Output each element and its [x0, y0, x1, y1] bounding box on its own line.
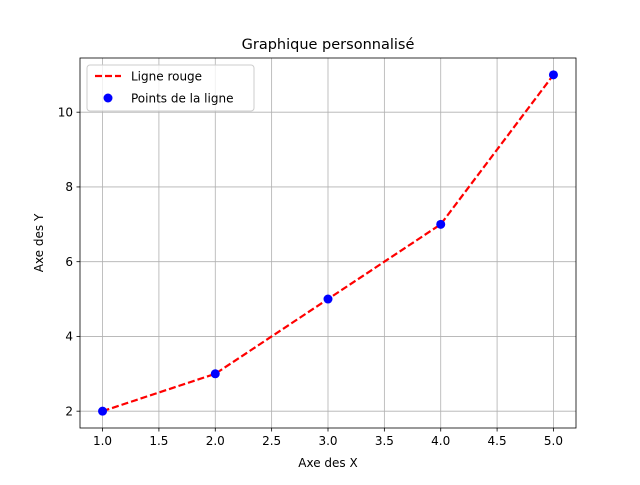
- x-tick-label: 4.5: [488, 434, 507, 448]
- ticks-layer: 1.0 1.5 2.0 2.5 3.0 3.5 4.0 4.5 5.0 2 4 6 8 10: [58, 105, 563, 448]
- x-tick-label: 5.0: [544, 434, 563, 448]
- x-axis-label: Axe des X: [298, 456, 357, 470]
- grid-layer: [80, 58, 576, 428]
- legend-dot-marker: [103, 93, 113, 103]
- y-axis-label: Axe des Y: [32, 213, 46, 272]
- scatter-point: [98, 406, 108, 416]
- legend-box: [86, 64, 255, 112]
- legend: Ligne rouge Points de la ligne: [86, 64, 255, 112]
- x-tick-label: 2.5: [262, 434, 281, 448]
- legend-label-line: Ligne rouge: [131, 70, 202, 84]
- legend-label-points: Points de la ligne: [131, 92, 233, 106]
- y-tick-label: 8: [65, 180, 73, 194]
- scatter-point: [210, 369, 220, 379]
- x-tick-label: 3.5: [375, 434, 394, 448]
- y-tick-label: 2: [65, 404, 73, 418]
- scatter-point: [548, 70, 558, 80]
- x-tick-label: 1.0: [93, 434, 112, 448]
- x-tick-label: 3.0: [318, 434, 337, 448]
- chart-title: Graphique personnalisé: [242, 37, 415, 53]
- scatter-point: [436, 219, 446, 229]
- scatter-point: [323, 294, 333, 304]
- x-tick-label: 4.0: [431, 434, 450, 448]
- x-tick-label: 1.5: [149, 434, 168, 448]
- series-layer: [98, 70, 558, 416]
- y-tick-label: 10: [58, 105, 73, 119]
- y-tick-label: 6: [65, 255, 73, 269]
- x-tick-label: 2.0: [206, 434, 225, 448]
- y-tick-label: 4: [65, 330, 73, 344]
